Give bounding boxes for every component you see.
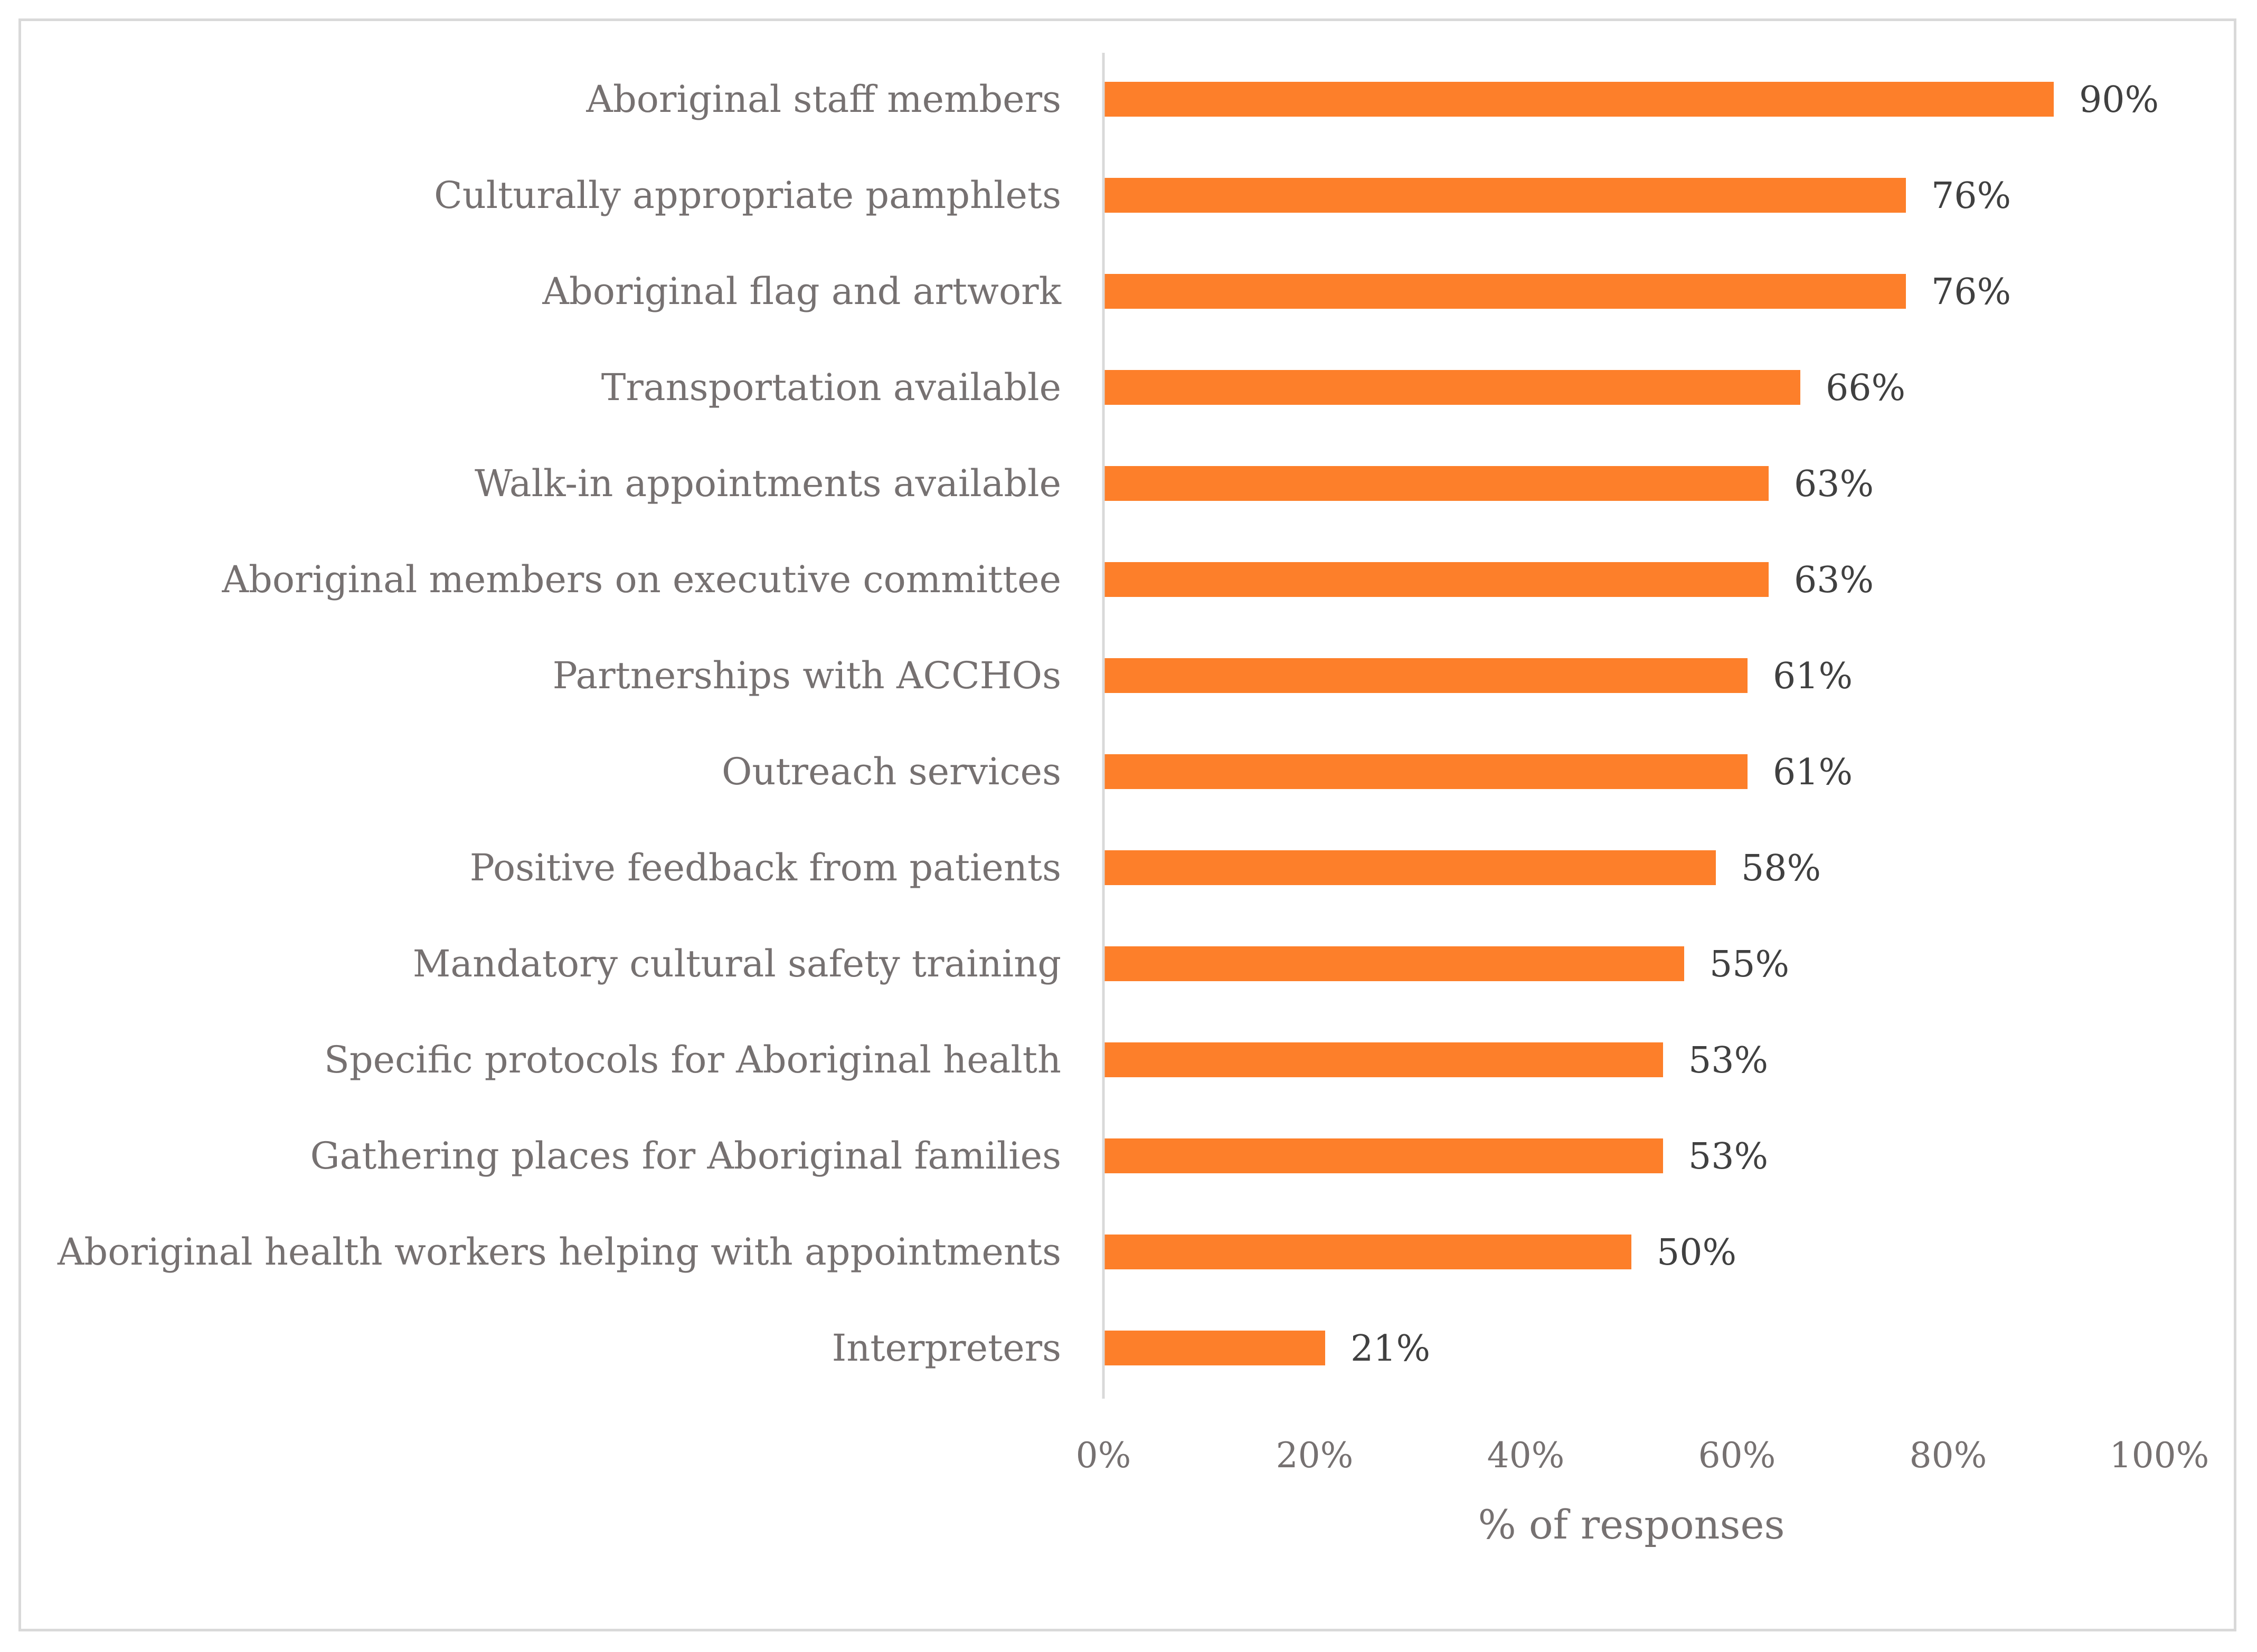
bar bbox=[1103, 370, 1800, 405]
x-tick-label: 60% bbox=[1698, 1435, 1776, 1476]
bar bbox=[1103, 178, 1906, 213]
data-label: 50% bbox=[1657, 1232, 1736, 1274]
data-label: 63% bbox=[1794, 559, 1874, 601]
category-labels: Aboriginal staff members Culturally appro… bbox=[57, 78, 1062, 1370]
bar bbox=[1103, 658, 1748, 693]
category-label: Aboriginal health workers helping with a… bbox=[57, 1230, 1061, 1274]
bar bbox=[1103, 754, 1748, 789]
category-label: Positive feedback from patients bbox=[470, 846, 1061, 889]
category-label: Specific protocols for Aboriginal health bbox=[324, 1038, 1061, 1081]
data-label: 66% bbox=[1826, 367, 1905, 409]
category-label: Culturally appropriate pamphlets bbox=[434, 174, 1061, 217]
bar bbox=[1103, 1235, 1631, 1269]
category-label: Gathering places for Aboriginal families bbox=[310, 1134, 1061, 1178]
x-tick-label: 80% bbox=[1910, 1435, 1987, 1476]
x-tick-label: 40% bbox=[1487, 1435, 1565, 1476]
data-label: 76% bbox=[1931, 271, 2011, 313]
category-label: Aboriginal flag and artwork bbox=[542, 270, 1061, 313]
data-label: 55% bbox=[1710, 944, 1789, 985]
bar bbox=[1103, 850, 1716, 885]
category-label: Walk-in appointments available bbox=[475, 462, 1061, 505]
bar bbox=[1103, 1042, 1663, 1077]
data-label: 58% bbox=[1741, 848, 1821, 889]
bar bbox=[1103, 82, 2054, 117]
bar bbox=[1103, 1331, 1325, 1365]
data-label: 90% bbox=[2079, 79, 2159, 121]
category-label: Mandatory cultural safety training bbox=[413, 942, 1061, 985]
bar bbox=[1103, 274, 1906, 309]
category-label: Aboriginal members on executive committe… bbox=[222, 558, 1062, 601]
data-label: 63% bbox=[1794, 463, 1874, 505]
x-tick-labels: 0% 20% 40% 60% 80% 100% bbox=[1076, 1435, 2209, 1476]
data-label: 53% bbox=[1688, 1040, 1768, 1081]
bar bbox=[1103, 946, 1684, 981]
category-label: Transportation available bbox=[601, 366, 1061, 409]
category-label: Partnerships with ACCHOs bbox=[553, 654, 1061, 697]
data-label: 53% bbox=[1688, 1136, 1768, 1178]
x-tick-label: 20% bbox=[1276, 1435, 1354, 1476]
value-labels: 90% 76% 76% 66% 63% 63% 61% 61% 58% 55% 53% 53% 50% 2… bbox=[1351, 79, 2159, 1370]
bar bbox=[1103, 1138, 1663, 1173]
x-tick-label: 0% bbox=[1076, 1435, 1131, 1476]
bar bbox=[1103, 466, 1769, 501]
category-label: Aboriginal staff members bbox=[586, 78, 1061, 121]
data-label: 61% bbox=[1773, 656, 1853, 697]
category-label: Interpreters bbox=[832, 1326, 1061, 1370]
category-label: Outreach services bbox=[722, 750, 1061, 793]
data-label: 21% bbox=[1351, 1328, 1430, 1370]
x-axis-title: % of responses bbox=[1478, 1501, 1784, 1548]
bar bbox=[1103, 562, 1769, 597]
data-label: 76% bbox=[1931, 175, 2011, 217]
data-label: 61% bbox=[1773, 752, 1853, 793]
x-tick-label: 100% bbox=[2110, 1435, 2209, 1476]
bars-layer bbox=[1103, 82, 2054, 1365]
